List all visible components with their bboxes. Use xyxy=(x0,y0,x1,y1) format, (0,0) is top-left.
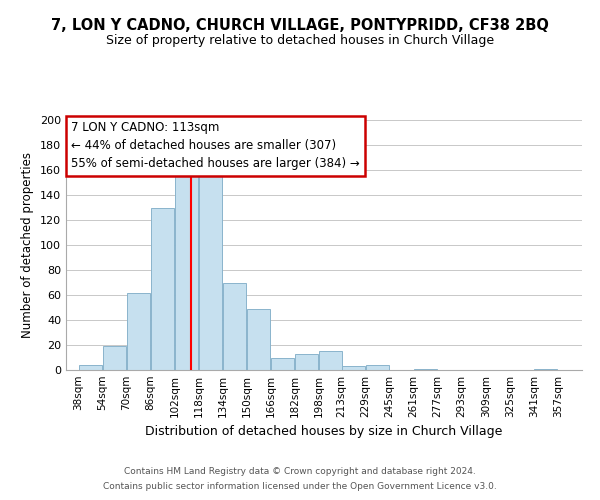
Bar xyxy=(366,365,389,370)
Bar xyxy=(199,174,222,370)
Bar xyxy=(271,358,294,370)
Bar xyxy=(79,365,101,370)
Bar xyxy=(342,366,365,370)
Bar xyxy=(151,208,174,370)
Bar xyxy=(175,162,198,370)
Bar xyxy=(295,354,318,370)
Bar xyxy=(223,282,246,370)
Bar xyxy=(535,369,557,370)
Bar xyxy=(103,346,125,370)
Text: Contains public sector information licensed under the Open Government Licence v3: Contains public sector information licen… xyxy=(103,482,497,491)
Text: Size of property relative to detached houses in Church Village: Size of property relative to detached ho… xyxy=(106,34,494,47)
Text: 7 LON Y CADNO: 113sqm
← 44% of detached houses are smaller (307)
55% of semi-det: 7 LON Y CADNO: 113sqm ← 44% of detached … xyxy=(71,121,360,170)
Y-axis label: Number of detached properties: Number of detached properties xyxy=(22,152,34,338)
Bar xyxy=(127,292,149,370)
Text: 7, LON Y CADNO, CHURCH VILLAGE, PONTYPRIDD, CF38 2BQ: 7, LON Y CADNO, CHURCH VILLAGE, PONTYPRI… xyxy=(51,18,549,32)
Bar xyxy=(414,369,437,370)
Bar xyxy=(319,351,342,370)
X-axis label: Distribution of detached houses by size in Church Village: Distribution of detached houses by size … xyxy=(145,426,503,438)
Bar xyxy=(247,308,270,370)
Text: Contains HM Land Registry data © Crown copyright and database right 2024.: Contains HM Land Registry data © Crown c… xyxy=(124,467,476,476)
